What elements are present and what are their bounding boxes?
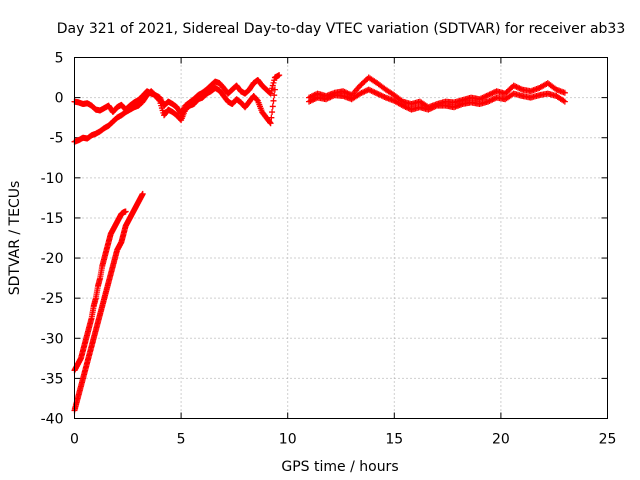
series-5 [71, 190, 146, 414]
y-tick-label: -10 [41, 171, 64, 187]
data-point-marker [269, 85, 276, 92]
data-point-marker [267, 90, 274, 97]
y-tick-label: -20 [41, 251, 64, 267]
y-tick-label: -15 [41, 211, 64, 227]
y-tick-label: -30 [41, 331, 64, 347]
y-axis-title: SDTVAR / TECUs [7, 181, 23, 296]
series-3 [306, 86, 568, 113]
data-point-marker [122, 208, 129, 215]
series-1 [71, 84, 278, 145]
data-point-marker [156, 97, 163, 104]
data-point-marker [271, 77, 278, 84]
data-point-marker [271, 86, 278, 93]
x-tick-label: 25 [599, 432, 617, 448]
y-tick-label: 5 [55, 51, 64, 67]
data-point-marker [269, 109, 276, 116]
data-points [71, 72, 568, 414]
y-tick-label: 0 [55, 91, 64, 107]
data-point-marker [268, 87, 275, 94]
x-tick-label: 10 [279, 432, 297, 448]
data-point-marker [276, 72, 283, 79]
x-tick-label: 15 [385, 432, 403, 448]
data-point-marker [267, 120, 274, 127]
data-point-marker [561, 89, 568, 96]
series-4 [71, 208, 129, 374]
y-tick-label: -5 [50, 131, 64, 147]
data-point-marker [561, 98, 568, 105]
data-point-marker [266, 119, 273, 126]
x-tick-labels: 0 5 10 15 20 25 [70, 432, 616, 448]
axis-ticks [74, 57, 608, 419]
series-0 [71, 72, 283, 117]
x-tick-label: 0 [70, 432, 79, 448]
y-tick-label: -40 [41, 412, 64, 428]
data-point-marker [269, 103, 276, 110]
data-point-marker [270, 97, 277, 104]
chart-title: Day 321 of 2021, Sidereal Day-to-day VTE… [57, 21, 626, 37]
data-point-marker [139, 190, 146, 197]
data-point-marker [269, 82, 276, 89]
y-tick-label: -25 [41, 291, 64, 307]
data-point-marker [268, 114, 275, 121]
x-axis-title: GPS time / hours [281, 459, 398, 475]
data-point-marker [270, 79, 277, 86]
y-tick-label: -35 [41, 371, 64, 387]
x-tick-label: 5 [177, 432, 186, 448]
grid [74, 57, 608, 419]
y-tick-labels: -40 -35 -30 -25 -20 -15 -10 -5 0 5 [41, 51, 64, 428]
data-point-marker [271, 92, 278, 99]
plot-frame [74, 57, 608, 419]
x-tick-label: 20 [492, 432, 510, 448]
